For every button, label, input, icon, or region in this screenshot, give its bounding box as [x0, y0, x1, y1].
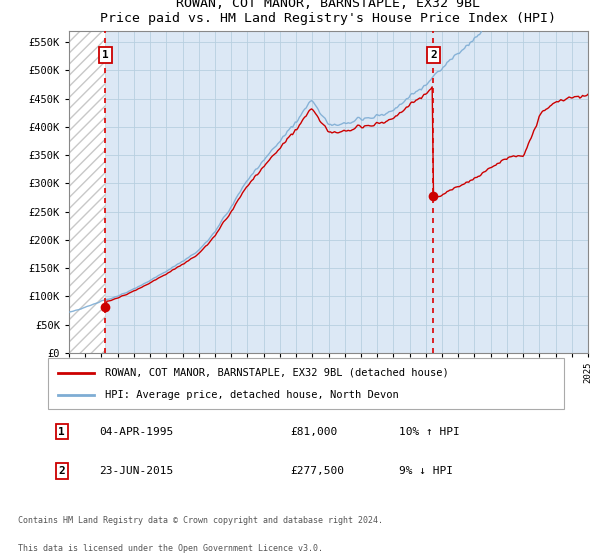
- Text: 23-JUN-2015: 23-JUN-2015: [100, 466, 174, 476]
- Text: 1: 1: [102, 50, 109, 60]
- Text: HPI: Average price, detached house, North Devon: HPI: Average price, detached house, Nort…: [105, 390, 398, 400]
- Text: 2: 2: [430, 50, 437, 60]
- Text: Contains HM Land Registry data © Crown copyright and database right 2024.: Contains HM Land Registry data © Crown c…: [18, 516, 383, 525]
- Text: 9% ↓ HPI: 9% ↓ HPI: [399, 466, 453, 476]
- Text: £277,500: £277,500: [290, 466, 344, 476]
- Title: ROWAN, COT MANOR, BARNSTAPLE, EX32 9BL
Price paid vs. HM Land Registry's House P: ROWAN, COT MANOR, BARNSTAPLE, EX32 9BL P…: [101, 0, 557, 25]
- Text: £81,000: £81,000: [290, 427, 338, 437]
- Text: This data is licensed under the Open Government Licence v3.0.: This data is licensed under the Open Gov…: [18, 544, 323, 553]
- Text: ROWAN, COT MANOR, BARNSTAPLE, EX32 9BL (detached house): ROWAN, COT MANOR, BARNSTAPLE, EX32 9BL (…: [105, 367, 449, 377]
- Bar: [69, 31, 106, 353]
- Text: 10% ↑ HPI: 10% ↑ HPI: [399, 427, 460, 437]
- Text: 04-APR-1995: 04-APR-1995: [100, 427, 174, 437]
- Text: 2: 2: [58, 466, 65, 476]
- Text: 1: 1: [58, 427, 65, 437]
